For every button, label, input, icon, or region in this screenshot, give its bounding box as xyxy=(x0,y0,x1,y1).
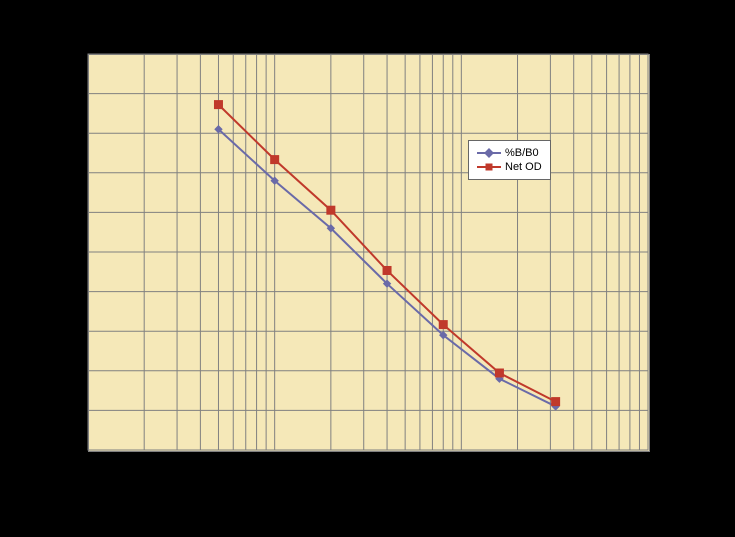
x-tick: 100 xyxy=(255,454,295,468)
x-tick: 10 xyxy=(68,454,108,468)
y-left-tick: 30 xyxy=(42,323,82,337)
y-left-tick: 10 xyxy=(42,402,82,416)
y-left-tick: 50 xyxy=(42,244,82,258)
y-right-tick: 0.10 xyxy=(654,398,677,412)
y-left-axis-label: %B/B0 xyxy=(18,240,34,260)
y-right-tick: 0.90 xyxy=(654,46,677,60)
y-right-tick: 0.70 xyxy=(654,134,677,148)
legend-item: Net OD xyxy=(477,161,542,173)
y-right-tick: 0.40 xyxy=(654,266,677,280)
y-right-tick: 0.30 xyxy=(654,310,677,324)
y-left-tick: 90 xyxy=(42,86,82,100)
legend-label: Net OD xyxy=(505,161,542,173)
y-left-tick: 60 xyxy=(42,204,82,218)
y-left-tick: 70 xyxy=(42,165,82,179)
y-right-tick: 0.60 xyxy=(654,178,677,192)
y-left-tick: 80 xyxy=(42,125,82,139)
y-left-tick: 100 xyxy=(42,46,82,60)
y-right-axis-label: Net OD xyxy=(700,240,716,260)
y-right-tick: 0.20 xyxy=(654,354,677,368)
y-right-tick: 0.80 xyxy=(654,90,677,104)
y-left-tick: 40 xyxy=(42,284,82,298)
legend-label: %B/B0 xyxy=(505,147,539,159)
chart-container: PGFM Concentration (pg/mL) %B/B0 Net OD … xyxy=(0,0,735,537)
x-tick: 1000 xyxy=(441,454,481,468)
x-axis-label: PGFM Concentration (pg/mL) xyxy=(88,476,648,492)
y-left-tick: 20 xyxy=(42,363,82,377)
legend-item: %B/B0 xyxy=(477,147,542,159)
y-right-tick: 0.50 xyxy=(654,222,677,236)
legend: %B/B0 Net OD xyxy=(468,140,551,180)
series-svg xyxy=(0,0,735,537)
x-tick: 10000 xyxy=(628,454,668,468)
